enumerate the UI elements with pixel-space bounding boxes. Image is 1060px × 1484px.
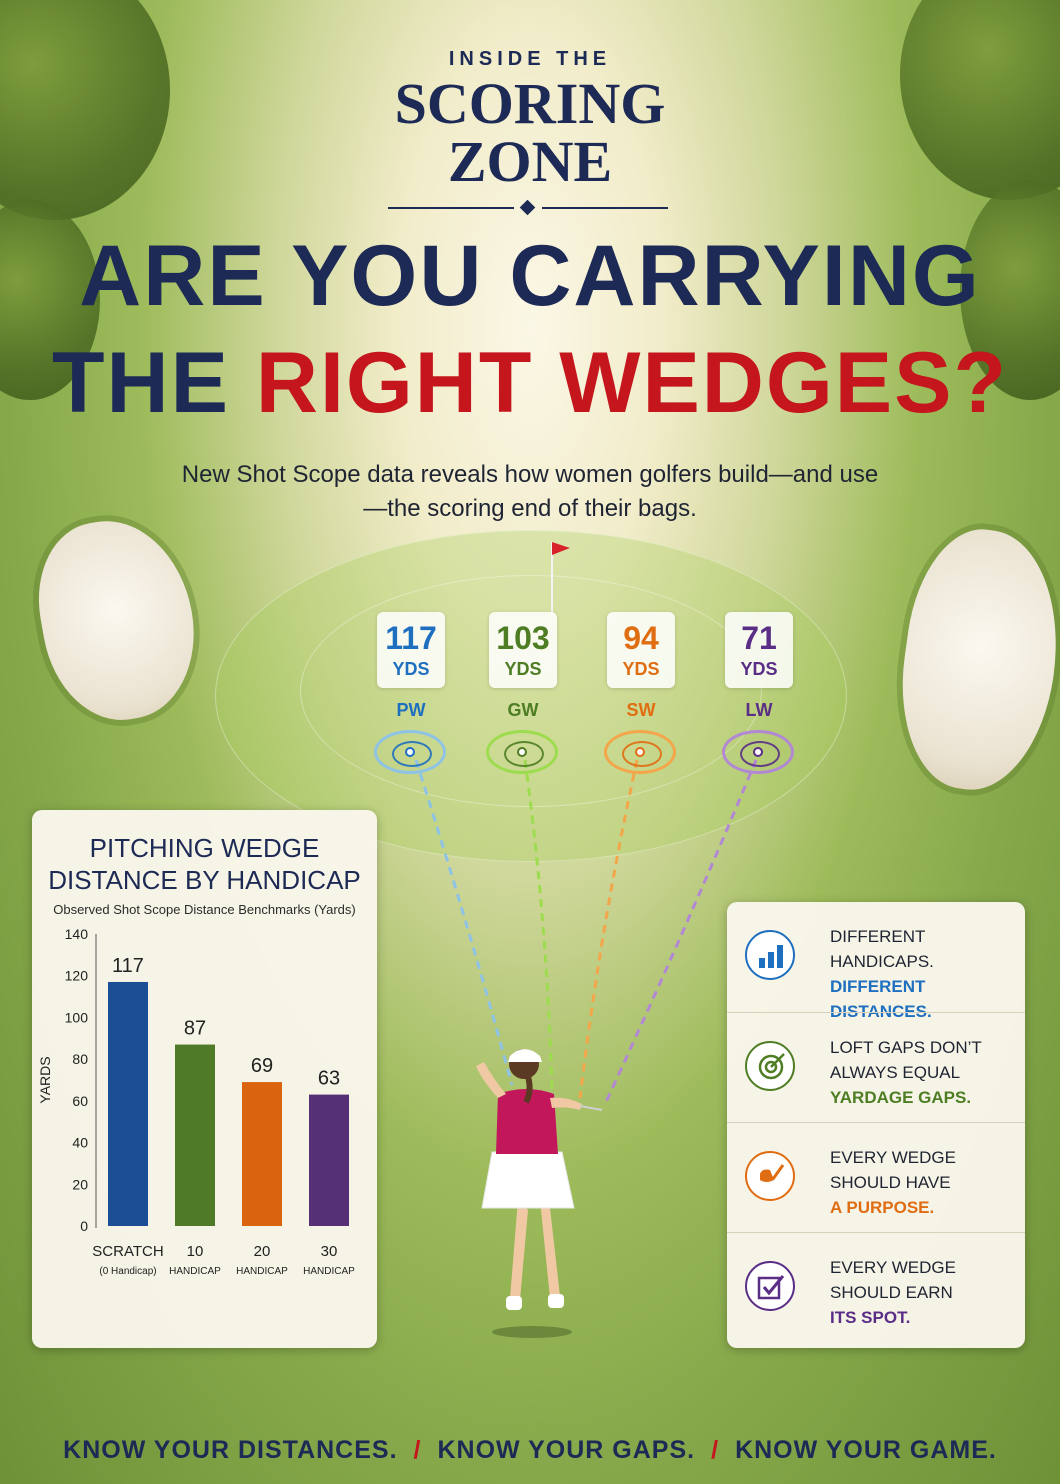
insight-row: EVERY WEDGE SHOULD HAVE A PURPOSE. <box>727 1122 1025 1233</box>
bar-value-label: 63 <box>318 1068 340 1090</box>
pw-landing-target <box>374 730 446 774</box>
gw-label: GW <box>507 700 539 720</box>
lw-distance: 71 <box>741 620 777 656</box>
golfer-illustration <box>476 1049 603 1338</box>
y-tick-label: 40 <box>72 1135 88 1151</box>
divider-left <box>388 207 514 209</box>
gw-distance: 103 <box>496 620 550 656</box>
bar-chart: 0 20 40 60 80 100 120 140 YARDS 117 SCRATCH (0 Hand… <box>37 926 355 1277</box>
footer-part2: KNOW YOUR GAPS. <box>437 1436 696 1464</box>
sw-unit: YDS <box>622 659 660 679</box>
bar-chart-icon <box>745 930 795 980</box>
insight-highlight: A PURPOSE. <box>830 1198 935 1217</box>
insight-row: DIFFERENT HANDICAPS. DIFFERENT DISTANCES. <box>727 902 1025 1021</box>
divider-right <box>542 207 668 209</box>
sw-distance: 94 <box>623 620 659 656</box>
insight-highlight: ITS SPOT. <box>830 1308 911 1327</box>
gw-shot-trail <box>523 759 554 1096</box>
bar-2 <box>242 1082 282 1226</box>
y-tick-label: 100 <box>65 1009 89 1025</box>
bar-3 <box>309 1094 349 1226</box>
x-category-sublabel: HANDICAP <box>236 1266 288 1277</box>
insight-line: EVERY WEDGE SHOULD HAVE <box>830 1148 956 1192</box>
bar-value-label: 69 <box>251 1055 273 1077</box>
footer-part3: KNOW YOUR GAME. <box>735 1436 997 1464</box>
pw-shot-trail <box>414 759 514 1086</box>
lw-unit: YDS <box>740 659 778 679</box>
flag-pin-icon <box>551 542 570 614</box>
checkbox-icon <box>745 1261 795 1311</box>
y-tick-label: 20 <box>72 1176 88 1192</box>
y-tick-label: 60 <box>72 1093 88 1109</box>
insight-line: DIFFERENT HANDICAPS. <box>830 927 934 971</box>
sw-label: SW <box>626 700 656 720</box>
x-category-sublabel: HANDICAP <box>303 1266 355 1277</box>
y-axis-label: YARDS <box>37 1056 53 1103</box>
target-icon <box>745 1041 795 1091</box>
bar-value-label: 87 <box>184 1018 206 1040</box>
sw-distance-card: 94 YDS <box>607 612 675 688</box>
x-category-label: SCRATCH <box>92 1243 163 1260</box>
footer-tagline: KNOW YOUR DISTANCES. / KNOW YOUR GAPS. / KNO… <box>0 1436 1060 1465</box>
bar-value-label: 117 <box>112 955 144 977</box>
chart-title: PITCHING WEDGE DISTANCE BY HANDICAP <box>48 833 361 895</box>
gw-distance-card: 103 YDS <box>489 612 557 688</box>
insight-line: LOFT GAPS DON’T ALWAYS EQUAL <box>830 1038 982 1082</box>
bar-0 <box>108 981 148 1226</box>
wedge-club-icon <box>745 1151 795 1201</box>
chart-subtitle: Observed Shot Scope Distance Benchmarks … <box>53 902 356 917</box>
lw-label: LW <box>745 700 773 720</box>
x-category-label: 30 <box>321 1243 338 1260</box>
x-category-sublabel: HANDICAP <box>169 1266 221 1277</box>
insight-text: EVERY WEDGE SHOULD EARN ITS SPOT. <box>830 1255 1020 1330</box>
gw-unit: YDS <box>504 659 542 679</box>
gw-landing-target <box>486 730 558 774</box>
y-tick-label: 140 <box>65 926 89 942</box>
insight-text: EVERY WEDGE SHOULD HAVE A PURPOSE. <box>830 1145 1020 1220</box>
lw-shot-trail <box>604 759 758 1103</box>
y-tick-label: 80 <box>72 1051 88 1067</box>
pw-distance-card: 117 YDS <box>377 612 445 688</box>
footer-part1: KNOW YOUR DISTANCES. <box>63 1436 398 1464</box>
subheadline: New Shot Scope data reveals how women go… <box>181 461 879 522</box>
footer-separator: / <box>711 1436 720 1464</box>
sw-landing-target <box>604 730 676 774</box>
y-tick-label: 0 <box>80 1218 88 1234</box>
pw-distance: 117 <box>385 620 437 656</box>
y-tick-label: 120 <box>65 968 89 984</box>
insight-text: DIFFERENT HANDICAPS. DIFFERENT DISTANCES. <box>830 924 1020 1024</box>
lw-distance-card: 71 YDS <box>725 612 793 688</box>
insight-text: LOFT GAPS DON’T ALWAYS EQUAL YARDAGE GAPS… <box>830 1035 1020 1110</box>
insight-highlight: YARDAGE GAPS. <box>830 1088 972 1107</box>
x-category-label: 10 <box>187 1243 204 1260</box>
sw-shot-trail <box>578 759 639 1099</box>
insight-row: EVERY WEDGE SHOULD EARN ITS SPOT. <box>727 1232 1025 1343</box>
lw-landing-target <box>722 730 794 774</box>
headline-line1: ARE YOU CARRYING <box>79 228 981 324</box>
insight-line: EVERY WEDGE SHOULD EARN <box>830 1258 956 1302</box>
insight-row: LOFT GAPS DON’T ALWAYS EQUAL YARDAGE GAPS… <box>727 1012 1025 1123</box>
logo-scoring: SCORING <box>394 71 666 136</box>
logo-kicker: INSIDE THE <box>448 48 612 70</box>
headline-right-wedges: RIGHT WEDGES? <box>255 335 1009 431</box>
pw-label: PW <box>396 700 426 720</box>
bar-1 <box>175 1044 215 1226</box>
footer-separator: / <box>413 1436 422 1464</box>
chart-panel: PITCHING WEDGE DISTANCE BY HANDICAP Obse… <box>32 810 377 1348</box>
pw-unit: YDS <box>392 659 430 679</box>
insights-panel: DIFFERENT HANDICAPS. DIFFERENT DISTANCES.… <box>727 902 1025 1348</box>
x-category-label: 20 <box>254 1243 271 1260</box>
headline-line2: THE RIGHT WEDGES? <box>0 335 1060 431</box>
insight-highlight: DIFFERENT DISTANCES. <box>830 977 932 1021</box>
logo-zone: ZONE <box>447 129 613 194</box>
x-category-sublabel: (0 Handicap) <box>99 1266 156 1277</box>
headline-the: THE <box>51 335 256 431</box>
